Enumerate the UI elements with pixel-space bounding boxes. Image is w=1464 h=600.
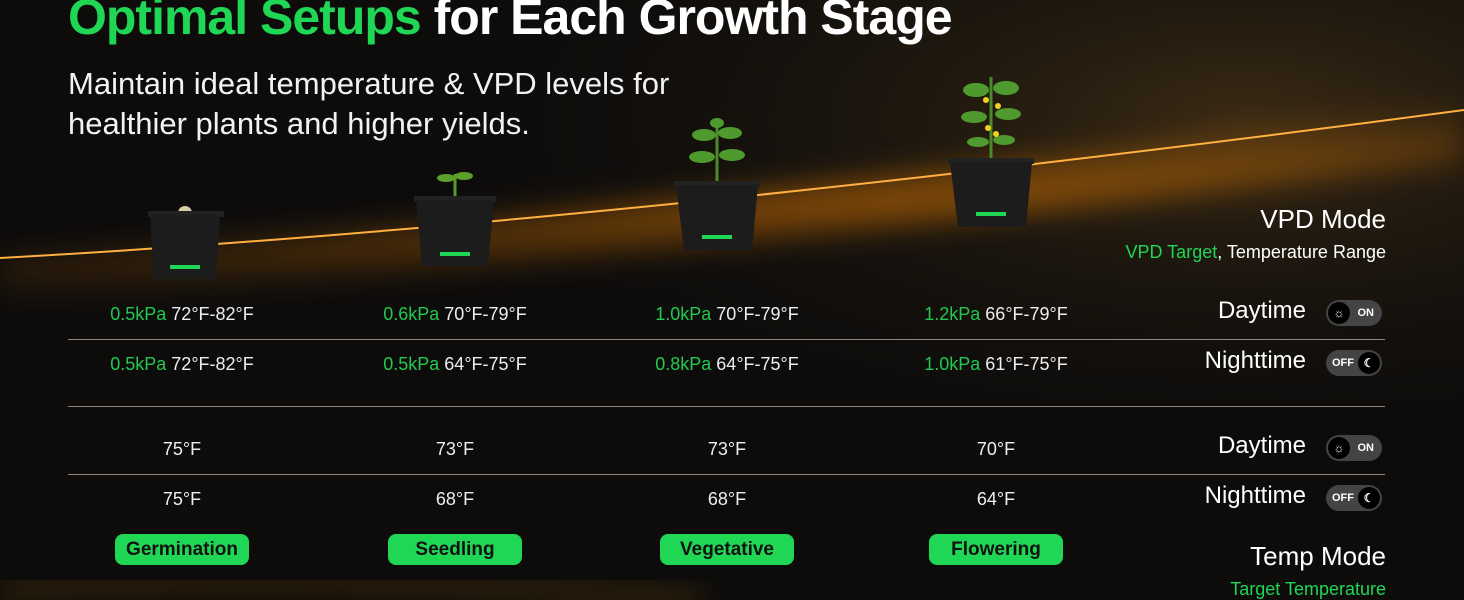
temp-nighttime-label: Nighttime [1204, 482, 1306, 509]
temp-daytime-toggle: ☼ ON [1326, 435, 1382, 461]
temp-night-value: 68°F [435, 489, 475, 509]
vpd-daytime-toggle: ☼ ON [1326, 300, 1382, 326]
seedling-pot-image [414, 172, 496, 266]
divider [68, 339, 1385, 340]
vpd-day-value: 0.5kPa 72°F-82°F [110, 304, 254, 324]
vpd-day-value: 1.0kPa 70°F-79°F [655, 304, 799, 324]
temp-nighttime-toggle: OFF ☾ [1326, 485, 1382, 511]
temp-mode-subtitle: Target Temperature [1230, 579, 1386, 599]
vpd-nighttime-label: Nighttime [1204, 347, 1306, 374]
stage-badge: Germination [115, 534, 249, 565]
divider [68, 406, 1385, 407]
temp-day-value: 70°F [976, 439, 1016, 459]
vpd-night-value: 0.5kPa 72°F-82°F [110, 354, 254, 374]
sun-icon: ☼ [1328, 302, 1350, 324]
subtitle: Maintain ideal temperature & VPD levels … [68, 66, 670, 141]
flowering-pot-image [948, 77, 1034, 227]
temp-mode-title: Temp Mode [1250, 541, 1386, 571]
moon-icon: ☾ [1358, 352, 1380, 374]
page-title: Optimal Setups for Each Growth Stage [68, 0, 953, 45]
vpd-daytime-label: Daytime [1217, 297, 1306, 324]
vegetative-pot-image [674, 118, 760, 250]
vpd-night-value: 1.0kPa 61°F-75°F [924, 354, 1068, 374]
temp-night-value: 68°F [707, 489, 747, 509]
vpd-mode-subtitle: VPD Target, Temperature Range [1125, 242, 1387, 262]
vpd-mode-title: VPD Mode [1260, 204, 1386, 234]
vpd-day-value: 0.6kPa 70°F-79°F [383, 304, 527, 324]
stage-badge: Seedling [388, 534, 522, 565]
temp-day-value: 73°F [707, 439, 747, 459]
temp-night-value: 64°F [976, 489, 1016, 509]
vpd-night-value: 0.8kPa 64°F-75°F [655, 354, 799, 374]
sun-icon: ☼ [1328, 437, 1350, 459]
temp-day-value: 73°F [435, 439, 475, 459]
temp-daytime-label: Daytime [1217, 432, 1306, 459]
stage-badge: Vegetative [660, 534, 794, 565]
vpd-day-value: 1.2kPa 66°F-79°F [924, 304, 1068, 324]
vpd-night-value: 0.5kPa 64°F-75°F [383, 354, 527, 374]
stage-badge: Flowering [929, 534, 1063, 565]
temp-day-value: 75°F [162, 439, 202, 459]
temp-night-value: 75°F [162, 489, 202, 509]
vpd-nighttime-toggle: OFF ☾ [1326, 350, 1382, 376]
divider [68, 474, 1385, 475]
germination-pot-image [148, 206, 224, 279]
moon-icon: ☾ [1358, 487, 1380, 509]
